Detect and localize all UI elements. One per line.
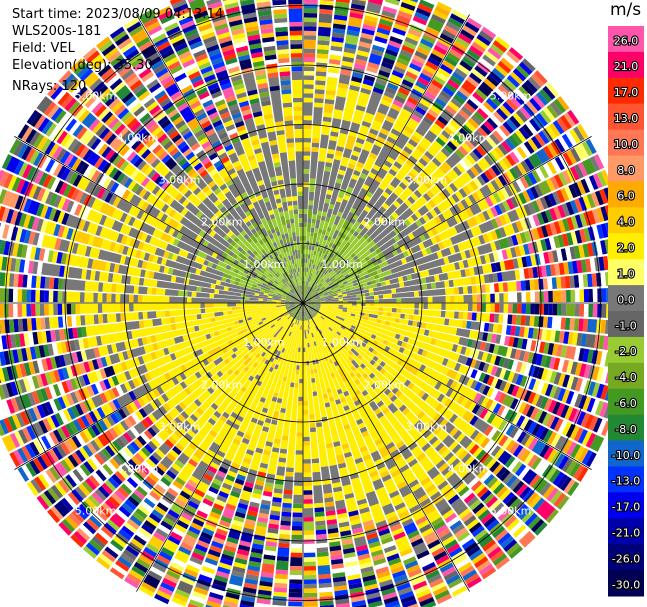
range-label-2-1: 2.00km [364,216,406,229]
colorbar-tick-9: 1.0 [617,267,635,280]
colorbar-tick-1: 21.0 [614,60,639,73]
colorbar-swatch-1 [608,51,644,79]
velocity-cells-8 [0,5,633,607]
range-label-5-2: 5.00km [490,505,532,518]
azimuth-spoke-30 [302,14,470,304]
range-label-4-2: 4.00km [448,463,490,476]
colorbar-tick-0: 26.0 [614,34,639,47]
colorbar-swatch-17 [608,466,644,493]
colorbar-tick-16: -10.0 [612,449,640,462]
azimuth-spoke-240 [14,302,304,470]
colorbar-tick-15: -8.0 [615,423,636,436]
elevation-text: Elevation(deg): 35.30 [12,58,153,73]
colorbar-tick-5: 8.0 [617,164,635,177]
colorbar-tick-12: -2.0 [615,345,636,358]
velocity-cells-7 [3,7,599,607]
azimuth-spoke-60 [302,136,592,304]
colorbar-swatch-15 [608,414,644,442]
colorbar-tick-3: 13.0 [614,112,639,125]
nrays-text: NRays: 120 [12,79,87,94]
range-label-5-0: 5.00km [75,90,117,103]
colorbar-swatch-12 [608,336,644,364]
colorbar-swatch-5 [608,155,644,182]
colorbar-swatch-4 [608,129,644,157]
colorbar-swatch-20 [608,544,644,571]
range-label-1-2: 1.00km [321,336,363,349]
range-label-1-0: 1.00km [243,258,285,271]
colorbar-swatch-7 [608,207,644,234]
field-text: Field: VEL [12,41,75,56]
colorbar-tick-18: -17.0 [612,501,640,514]
colorbar-swatch-8 [608,233,644,260]
colorbar-tick-14: -6.0 [615,397,636,410]
colorbar-tick-20: -26.0 [612,552,640,565]
colorbar-tick-7: 4.0 [617,216,635,229]
azimuth-spoke-210 [136,302,304,592]
colorbar-swatch-16 [608,440,644,467]
colorbar-swatch-11 [608,311,644,338]
colorbar-unit-label: m/s [610,0,642,20]
colorbar-tick-8: 2.0 [617,242,635,255]
colorbar-swatch-10 [608,285,644,312]
colorbar-swatch-6 [608,181,644,208]
colorbar-tick-2: 17.0 [614,86,639,99]
range-label-1-1: 1.00km [321,258,363,271]
colorbar-tick-10: 0.0 [617,293,635,306]
range-label-4-3: 4.00km [117,463,159,476]
colorbar-tick-4: 10.0 [614,138,639,151]
range-label-4-0: 4.00km [117,132,159,145]
colorbar-swatch-2 [608,77,644,105]
range-label-3-2: 3.00km [406,420,448,433]
azimuth-spoke-330 [136,14,304,304]
start-time-text: Start time: 2023/08/09 04:13:14 [12,7,224,22]
instrument-text: WLS200s-181 [12,24,102,39]
colorbar-swatch-19 [608,518,644,545]
range-label-3-1: 3.00km [406,174,448,187]
colorbar-swatch-13 [608,362,644,390]
velocity-cells-1 [1,0,632,600]
colorbar-tick-21: -30.0 [612,578,640,591]
range-label-2-2: 2.00km [364,378,406,391]
colorbar-swatch-18 [608,492,644,519]
colorbar-tick-11: -1.0 [615,319,636,332]
colorbar-swatch-21 [608,570,644,597]
colorbar-tick-13: -4.0 [615,371,636,384]
colorbar-tick-17: -13.0 [612,475,640,488]
range-label-5-3: 5.00km [75,505,117,518]
range-label-2-0: 2.00km [201,216,243,229]
azimuth-spoke-300 [14,136,304,304]
colorbar-tick-6: 6.0 [617,190,635,203]
range-label-4-1: 4.00km [448,132,490,145]
colorbar-swatch-14 [608,388,644,416]
range-label-1-3: 1.00km [243,336,285,349]
colorbar-swatch-3 [608,103,644,131]
range-label-3-0: 3.00km [159,174,201,187]
info-panel: Start time: 2023/08/09 04:13:14 WLS200s-… [12,6,223,95]
colorbar-swatch-0 [608,26,644,53]
range-label-2-3: 2.00km [201,378,243,391]
colorbar-tick-19: -21.0 [612,527,640,540]
range-label-3-3: 3.00km [159,420,201,433]
azimuth-spoke-120 [302,302,592,470]
range-label-5-1: 5.00km [490,90,532,103]
azimuth-spoke-150 [302,302,470,592]
colorbar-swatch-9 [608,259,644,286]
